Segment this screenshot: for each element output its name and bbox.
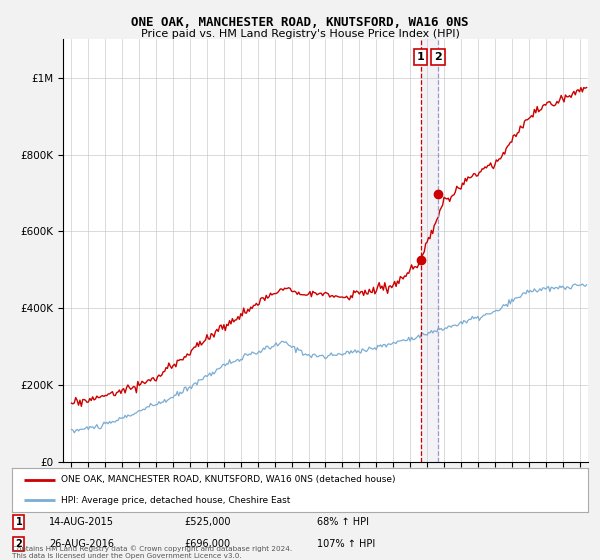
Text: 1: 1: [16, 517, 22, 526]
Text: 107% ↑ HPI: 107% ↑ HPI: [317, 539, 376, 549]
Text: Price paid vs. HM Land Registry's House Price Index (HPI): Price paid vs. HM Land Registry's House …: [140, 29, 460, 39]
Text: HPI: Average price, detached house, Cheshire East: HPI: Average price, detached house, Ches…: [61, 496, 290, 505]
Text: 2: 2: [434, 52, 442, 62]
Text: 2: 2: [16, 539, 22, 549]
Text: £525,000: £525,000: [185, 517, 232, 526]
Bar: [421, 39, 438, 462]
Text: 1: 1: [417, 52, 425, 62]
Text: 14-AUG-2015: 14-AUG-2015: [49, 517, 115, 526]
Text: £696,000: £696,000: [185, 539, 231, 549]
Text: 68% ↑ HPI: 68% ↑ HPI: [317, 517, 369, 526]
Text: 26-AUG-2016: 26-AUG-2016: [49, 539, 115, 549]
Text: ONE OAK, MANCHESTER ROAD, KNUTSFORD, WA16 0NS (detached house): ONE OAK, MANCHESTER ROAD, KNUTSFORD, WA1…: [61, 475, 395, 484]
Text: Contains HM Land Registry data © Crown copyright and database right 2024.
This d: Contains HM Land Registry data © Crown c…: [12, 545, 292, 559]
Text: ONE OAK, MANCHESTER ROAD, KNUTSFORD, WA16 0NS: ONE OAK, MANCHESTER ROAD, KNUTSFORD, WA1…: [131, 16, 469, 29]
